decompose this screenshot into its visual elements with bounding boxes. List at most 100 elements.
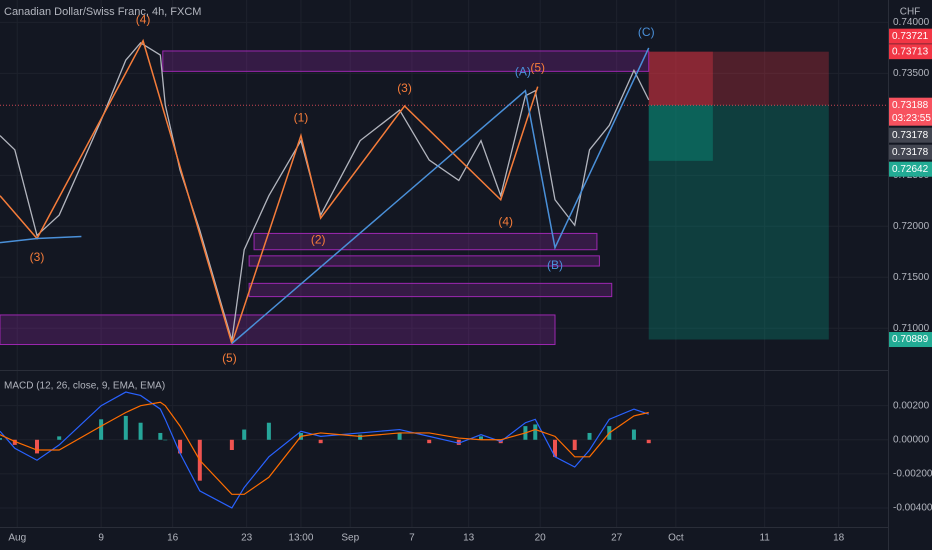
x-tick-label: Aug (8, 533, 26, 544)
wave-label: (A) (515, 65, 531, 79)
price-badge-bg (889, 161, 932, 177)
macd-histogram-bar (533, 424, 538, 440)
price-badge-label: 0.72642 (892, 164, 929, 175)
price-badge: 0.70889 (889, 332, 932, 348)
supply-demand-zone (162, 50, 650, 72)
price-badge-label: 0.73178 (892, 147, 929, 158)
macd-histogram-bar (646, 439, 651, 444)
x-tick-label: Sep (341, 533, 359, 544)
macd-histogram-bar (427, 439, 432, 444)
reward-zone-inner (648, 105, 713, 161)
price-badge-label: 0.73178 (892, 130, 929, 141)
x-tick-label: 11 (759, 533, 770, 544)
price-badge-bg (889, 332, 932, 348)
price-badge: 0.73188 03:23:55 (889, 97, 932, 126)
macd-histogram-bar (553, 439, 557, 457)
macd-histogram-bar (123, 415, 128, 440)
macd-histogram-bar (456, 439, 461, 445)
reward-zone (648, 105, 829, 340)
price-badge-bg (889, 44, 932, 60)
x-tick-label: 9 (98, 533, 104, 544)
price-badge-bg (889, 97, 932, 126)
x-tick-label: 7 (409, 533, 415, 544)
macd-histogram-bar (318, 439, 323, 444)
price-badge-label: 0.73713 (892, 46, 929, 57)
wave-label: (4) (498, 214, 513, 228)
wave-line (231, 86, 539, 344)
x-tick-label: 23 (241, 533, 253, 544)
macd-histogram-bar (12, 439, 17, 445)
wave-label: (5) (530, 60, 545, 74)
price-badge-label: 0.70889 (892, 334, 929, 345)
macd-histogram-bar (0, 438, 2, 440)
macd-histogram-bar (242, 429, 247, 440)
y-tick-label: 0.73500 (893, 68, 930, 79)
y-tick-label: 0.72000 (893, 221, 930, 232)
macd-histogram-bar (631, 429, 636, 440)
macd-tick-label: 0.00000 (893, 434, 930, 445)
price-badge-bg (889, 144, 932, 160)
currency: CHF (900, 7, 921, 18)
signal-line (0, 401, 649, 495)
x-tick-label: 13:00 (288, 533, 313, 544)
macd-histogram-bar (397, 432, 402, 440)
wave-label: (B) (547, 258, 563, 272)
y-tick-label: 0.71500 (893, 272, 930, 283)
wave-line (231, 47, 650, 345)
y-tick-label: 0.71000 (893, 323, 930, 334)
macd-histogram-bar (35, 439, 39, 454)
wave-line (0, 235, 82, 244)
macd-histogram-bar (178, 439, 183, 454)
wave-label: (1) (294, 110, 309, 124)
supply-demand-zone (248, 255, 600, 267)
price-badge-label: 0.73188 (892, 100, 929, 111)
price-badge-label: 0.73721 (892, 31, 929, 42)
macd-histogram-bar (479, 436, 483, 440)
macd-histogram-bar (99, 419, 104, 440)
supply-demand-zone (248, 282, 613, 298)
macd-title: MACD (12, 26, close, 9, EMA, EMA) (4, 381, 165, 392)
countdown-label: 03:23:55 (892, 113, 931, 124)
wave-label: (2) (311, 233, 326, 247)
risk-zone (648, 51, 829, 106)
macd-tick-label: -0.00200 (893, 469, 932, 480)
y-tick-label: 0.74000 (893, 17, 930, 28)
price-badge: 0.73178 (889, 144, 932, 160)
x-tick-label: 13 (463, 533, 475, 544)
macd-tick-label: 0.00200 (893, 400, 930, 411)
macd-line (0, 391, 649, 509)
macd-histogram-bar (163, 439, 168, 441)
price-badge: 0.73713 (889, 44, 932, 60)
macd-histogram-bar (138, 422, 143, 440)
supply-demand-zone (0, 314, 556, 346)
x-tick-label: 20 (535, 533, 547, 544)
price-badge-bg (889, 28, 932, 44)
macd-histogram-bar (229, 439, 234, 450)
chart-title: Canadian Dollar/Swiss Franc, 4h, FXCM (4, 6, 201, 18)
macd-tick-label: -0.00400 (893, 503, 932, 514)
price-badge-bg (889, 127, 932, 143)
macd-histogram-bar (358, 434, 363, 440)
wave-label: (3) (397, 81, 412, 95)
x-tick-label: 27 (611, 533, 623, 544)
price-badge: 0.73178 (889, 127, 932, 143)
wave-line (0, 38, 233, 344)
x-tick-label: Oct (668, 533, 684, 544)
price-badge: 0.73721 (889, 28, 932, 44)
x-tick-label: 18 (833, 533, 845, 544)
risk-zone-inner (648, 51, 713, 106)
wave-label: (4) (136, 13, 151, 27)
macd-histogram-bar (158, 432, 163, 440)
macd-histogram-bar (57, 436, 62, 440)
supply-demand-zone (253, 232, 598, 251)
macd-histogram-bar (266, 422, 271, 440)
wave-label: (3) (30, 250, 45, 264)
wave-label: (5) (222, 351, 237, 365)
price-badge: 0.72642 (889, 161, 932, 177)
macd-histogram-bar (587, 432, 592, 440)
macd-histogram-bar (572, 439, 577, 450)
wave-label: (C) (638, 25, 655, 39)
plot-layer: (4)(3)(5)(1)(2)(3)(4)(5)(A)(B)(C) (0, 0, 888, 527)
